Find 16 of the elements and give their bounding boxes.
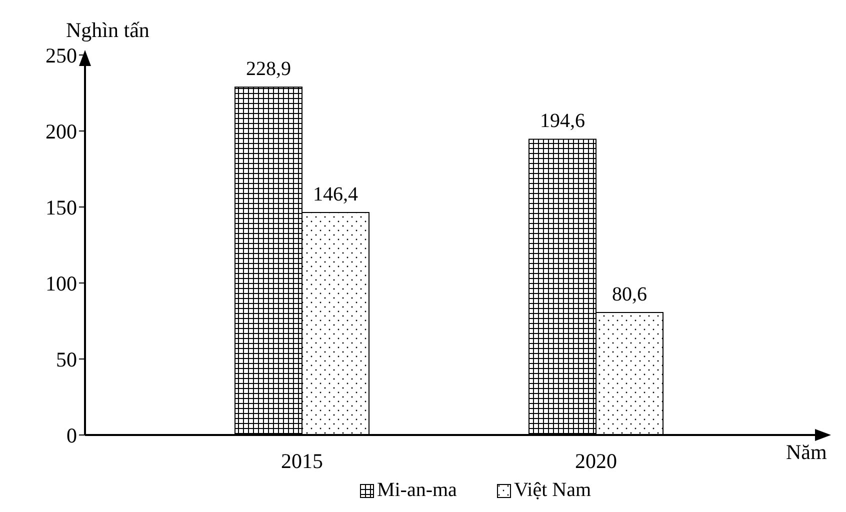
y-axis-title: Nghìn tấn [66,18,150,43]
x-tick-label: 2015 [281,448,323,473]
x-tick-label: 2020 [575,448,617,473]
y-tick-label: 150 [46,195,77,220]
y-tick-label: 200 [46,119,77,144]
data-label: 80,6 [612,283,647,306]
y-tick-label: 0 [66,423,77,448]
legend-label: Mi-an-ma [376,479,457,502]
y-tick-label: 250 [46,43,77,68]
y-tick-label: 100 [46,271,77,296]
legend-label: Việt Nam [512,479,592,502]
data-label: 146,4 [313,183,358,206]
x-axis-title: Năm [786,440,827,465]
data-label: 194,6 [540,110,585,132]
y-tick-label: 50 [56,347,77,372]
data-label: 228,9 [246,58,291,80]
